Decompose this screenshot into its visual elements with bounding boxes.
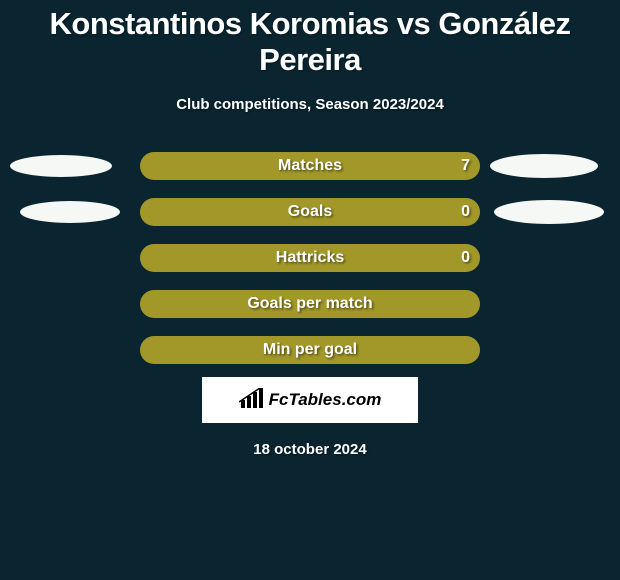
logo-text: FcTables.com bbox=[269, 390, 382, 410]
left-ellipse bbox=[10, 155, 112, 177]
stat-label: Hattricks bbox=[276, 249, 344, 267]
chart-row: Hattricks 0 bbox=[0, 235, 620, 281]
stat-label: Matches bbox=[278, 157, 342, 175]
chart-row: Min per goal bbox=[0, 327, 620, 373]
stat-bar: Hattricks 0 bbox=[140, 244, 480, 272]
chart-row: Matches 7 bbox=[0, 143, 620, 189]
logo-box: FcTables.com bbox=[202, 377, 418, 423]
stat-label: Goals bbox=[288, 203, 332, 221]
chart-row: Goals 0 bbox=[0, 189, 620, 235]
stat-bar: Matches 7 bbox=[140, 152, 480, 180]
stat-bar: Goals 0 bbox=[140, 198, 480, 226]
stat-label: Goals per match bbox=[247, 295, 372, 313]
stat-value: 7 bbox=[461, 157, 470, 175]
stat-label: Min per goal bbox=[263, 341, 357, 359]
bars-icon bbox=[239, 388, 265, 413]
right-ellipse bbox=[490, 154, 598, 178]
right-ellipse bbox=[494, 200, 604, 224]
stat-value: 0 bbox=[461, 203, 470, 221]
chart-row: Goals per match bbox=[0, 281, 620, 327]
stat-bar: Min per goal bbox=[140, 336, 480, 364]
stat-value: 0 bbox=[461, 249, 470, 267]
page-title: Konstantinos Koromias vs González Pereir… bbox=[0, 0, 620, 78]
comparison-chart: Matches 7 Goals 0 Hattricks 0 Goals per match M… bbox=[0, 143, 620, 363]
left-ellipse bbox=[20, 201, 120, 223]
subtitle: Club competitions, Season 2023/2024 bbox=[0, 96, 620, 113]
stat-bar: Goals per match bbox=[140, 290, 480, 318]
date-label: 18 october 2024 bbox=[0, 441, 620, 458]
